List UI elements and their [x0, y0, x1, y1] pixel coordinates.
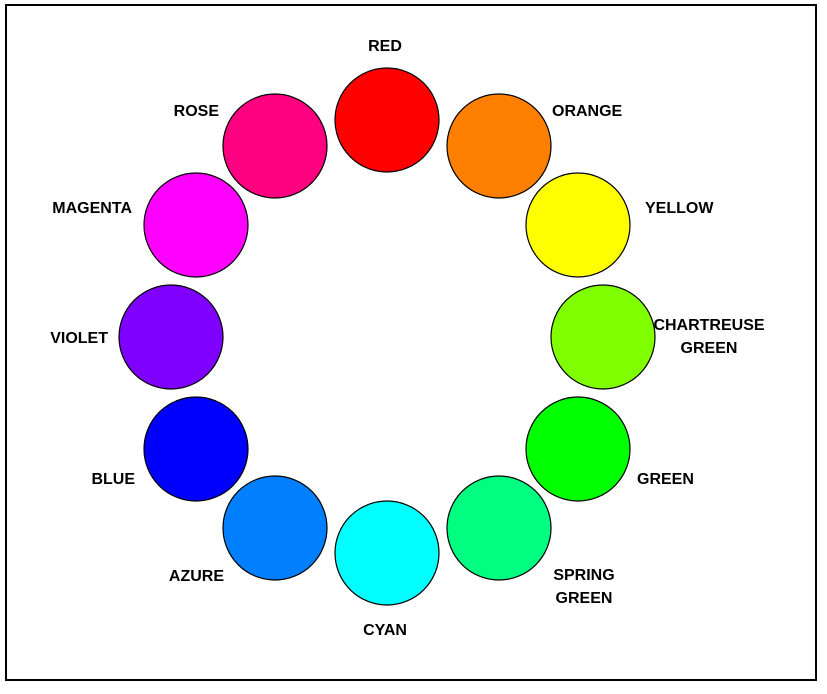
green-swatch [525, 396, 631, 502]
cyan-label-line: CYAN [363, 622, 407, 639]
cyan-label: CYAN [363, 622, 407, 639]
color-magenta: MAGENTA [52, 172, 249, 278]
yellow-label: YELLOW [645, 200, 714, 217]
color-spring-green: SPRING GREEN [446, 475, 615, 607]
azure-swatch [222, 475, 328, 581]
color-violet: VIOLET [50, 284, 224, 390]
orange-label: ORANGE [552, 103, 623, 120]
blue-swatch [143, 396, 249, 502]
orange-swatch [446, 93, 552, 199]
chartreuse-green-swatch [550, 284, 656, 390]
spring-green-label-line: GREEN [556, 590, 613, 607]
color-rose: ROSE [174, 93, 328, 199]
chartreuse-green-label: CHARTREUSE GREEN [653, 317, 764, 357]
color-orange: ORANGE [446, 93, 623, 199]
rose-label: ROSE [174, 103, 220, 120]
color-chartreuse-green: CHARTREUSE GREEN [550, 284, 765, 390]
rose-label-line: ROSE [174, 103, 220, 120]
color-azure: AZURE [169, 475, 328, 585]
red-swatch [334, 67, 440, 173]
color-green: GREEN [525, 396, 694, 502]
chartreuse-green-label-line: GREEN [681, 340, 738, 357]
color-yellow: YELLOW [525, 172, 714, 278]
magenta-label-line: MAGENTA [52, 200, 132, 217]
violet-swatch [118, 284, 224, 390]
green-label: GREEN [637, 471, 694, 488]
spring-green-label-line: SPRING [553, 567, 614, 584]
red-label: RED [368, 38, 402, 55]
rose-swatch [222, 93, 328, 199]
blue-label: BLUE [91, 471, 135, 488]
color-red: RED [334, 38, 440, 173]
magenta-label: MAGENTA [52, 200, 132, 217]
blue-label-line: BLUE [91, 471, 135, 488]
color-cyan: CYAN [334, 500, 440, 639]
orange-label-line: ORANGE [552, 103, 623, 120]
magenta-swatch [143, 172, 249, 278]
color-blue: BLUE [91, 396, 249, 502]
azure-label: AZURE [169, 568, 224, 585]
spring-green-label: SPRING GREEN [553, 567, 614, 607]
cyan-swatch [334, 500, 440, 606]
red-label-line: RED [368, 38, 402, 55]
green-label-line: GREEN [637, 471, 694, 488]
yellow-label-line: YELLOW [645, 200, 714, 217]
chartreuse-green-label-line: CHARTREUSE [653, 317, 764, 334]
yellow-swatch [525, 172, 631, 278]
azure-label-line: AZURE [169, 568, 224, 585]
spring-green-swatch [446, 475, 552, 581]
violet-label-line: VIOLET [50, 330, 108, 347]
violet-label: VIOLET [50, 330, 108, 347]
